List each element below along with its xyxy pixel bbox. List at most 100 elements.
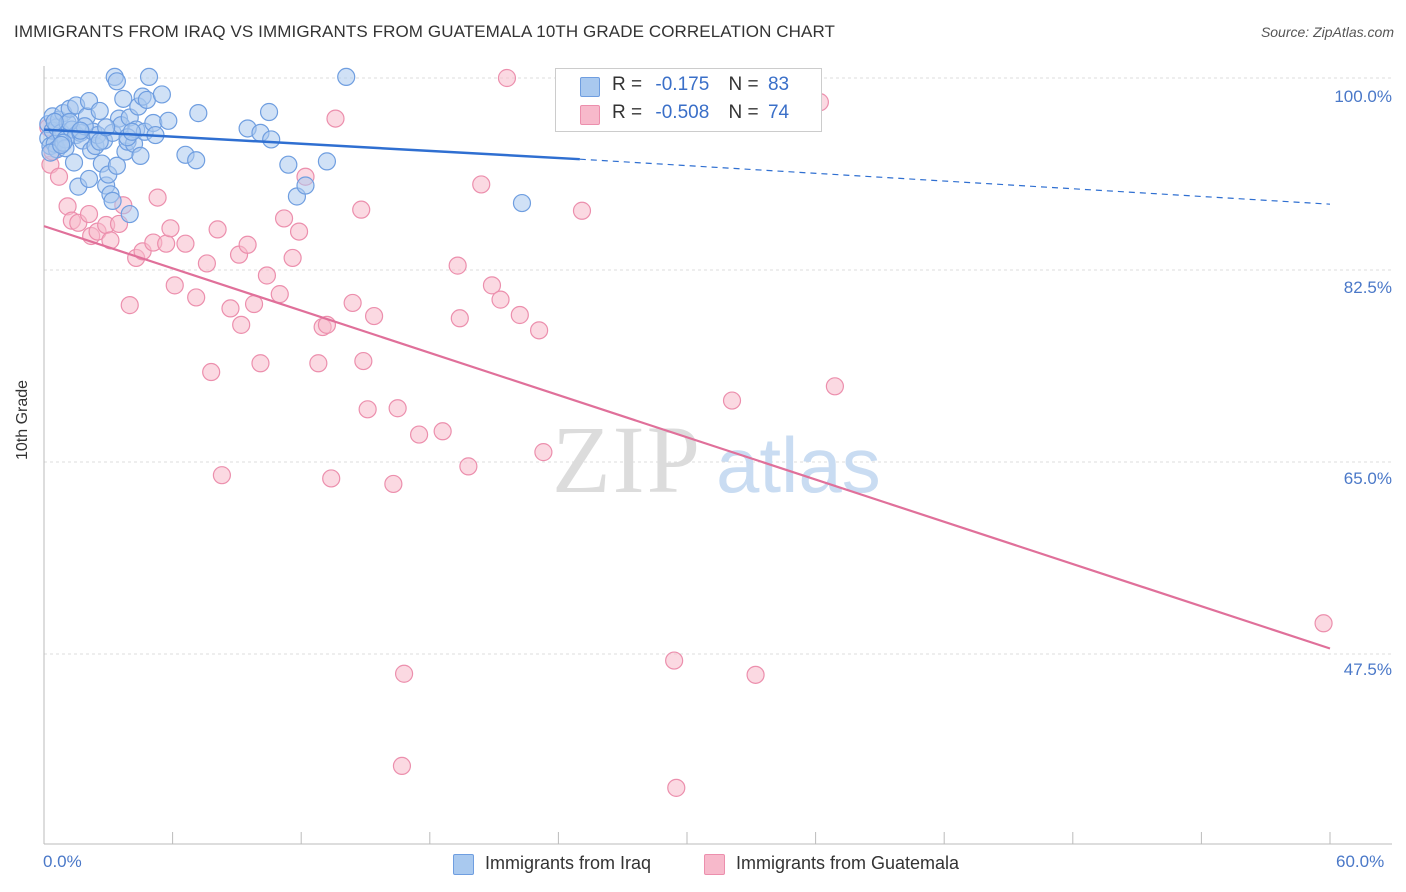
guatemala-point <box>497 68 517 88</box>
watermark: ZIP atlas <box>552 406 881 513</box>
legend-swatch-iraq <box>580 77 600 97</box>
guatemala-point <box>388 399 407 418</box>
guatemala-point <box>212 466 231 485</box>
guatemala-point <box>448 256 467 275</box>
guatemala-point <box>358 400 377 419</box>
guatemala-point <box>364 306 384 326</box>
legend-n-label: N = <box>728 102 759 123</box>
y-tick-82-5: 82.5% <box>1343 278 1392 297</box>
iraq-trend-extension <box>579 158 1331 205</box>
source-label: Source: ZipAtlas.com <box>1260 24 1394 40</box>
iraq-point <box>189 104 208 123</box>
guatemala-point <box>257 266 277 285</box>
iraq-point <box>512 193 532 213</box>
iraq-point <box>337 67 356 87</box>
guatemala-point <box>472 175 491 194</box>
guatemala-point <box>232 315 251 334</box>
guatemala-point <box>283 248 302 268</box>
guatemala-point <box>433 422 452 441</box>
iraq-point <box>64 153 84 172</box>
bottom-legend-label-guatemala: Immigrants from Guatemala <box>736 853 960 873</box>
iraq-point <box>317 152 337 171</box>
guatemala-point <box>187 288 206 307</box>
guatemala-point <box>530 321 549 340</box>
guatemala-point <box>392 756 412 776</box>
watermark-atlas: atlas <box>716 421 881 509</box>
guatemala-point <box>1314 614 1333 633</box>
legend-n-iraq: 83 <box>767 74 790 95</box>
iraq-point <box>262 130 281 149</box>
x-tick-max: 60.0% <box>1336 852 1385 871</box>
iraq-point <box>107 72 126 91</box>
legend-r-label: R = <box>612 74 643 95</box>
legend-r-label: R = <box>612 102 643 123</box>
guatemala-point <box>326 109 345 128</box>
guatemala-point <box>352 200 371 219</box>
legend-swatch-guatemala <box>580 105 600 125</box>
legend-r-guatemala: -0.508 <box>655 102 710 123</box>
legend-n-guatemala: 74 <box>767 102 790 123</box>
grid-lines <box>44 77 1392 655</box>
guatemala-point <box>394 664 414 683</box>
guatemala-point <box>409 425 429 444</box>
guatemala-point <box>157 234 176 253</box>
iraq-point <box>114 89 133 108</box>
guatemala-point <box>49 167 69 186</box>
iraq-point <box>279 155 298 174</box>
guatemala-point <box>322 469 341 488</box>
iraq-point <box>187 151 206 170</box>
iraq-point <box>296 176 315 195</box>
guatemala-point <box>384 474 403 494</box>
iraq-trend-line <box>43 128 580 161</box>
y-tick-100: 100.0% <box>1334 87 1392 106</box>
guatemala-point <box>165 276 184 295</box>
iraq-point <box>103 191 122 210</box>
guatemala-point <box>665 651 684 670</box>
guatemala-point <box>289 222 309 241</box>
guatemala-point <box>572 201 592 220</box>
guatemala-point <box>120 296 139 315</box>
bottom-legend-swatch-iraq <box>453 854 474 875</box>
guatemala-point <box>251 354 270 373</box>
y-tick-47-5: 47.5% <box>1343 660 1392 679</box>
guatemala-point <box>343 293 362 313</box>
watermark-zip: ZIP <box>552 406 702 513</box>
guatemala-point <box>722 391 742 410</box>
guatemala-point <box>79 204 99 224</box>
guatemala-point <box>450 309 469 328</box>
iraq-point <box>131 146 150 165</box>
bottom-legend-swatch-guatemala <box>704 854 725 875</box>
guatemala-point <box>148 188 167 207</box>
guatemala-point <box>221 299 240 318</box>
guatemala-point <box>510 305 529 325</box>
y-tick-65: 65.0% <box>1343 469 1392 488</box>
guatemala-point <box>459 457 478 476</box>
iraq-point <box>90 101 109 121</box>
guatemala-point <box>161 219 180 238</box>
iraq-point <box>107 156 126 175</box>
legend-r-iraq: -0.175 <box>655 74 710 95</box>
iraq-point <box>139 67 159 87</box>
guatemala-point <box>534 443 553 462</box>
legend-n-label: N = <box>728 74 759 95</box>
guatemala-point <box>202 362 221 382</box>
guatemala-point <box>197 254 216 273</box>
guatemala-points <box>39 68 1333 797</box>
guatemala-point <box>482 276 502 295</box>
iraq-point <box>159 111 178 130</box>
iraq-point <box>120 204 139 224</box>
guatemala-point <box>176 234 195 253</box>
guatemala-point <box>354 351 373 371</box>
guatemala-point <box>309 354 328 373</box>
iraq-point <box>259 102 279 122</box>
guatemala-point <box>825 377 844 396</box>
axes <box>43 66 1392 845</box>
chart-title: IMMIGRANTS FROM IRAQ VS IMMIGRANTS FROM … <box>14 22 836 41</box>
guatemala-point <box>274 209 294 228</box>
iraq-point <box>79 169 99 189</box>
iraq-point <box>152 85 171 104</box>
correlation-legend: R = -0.175 N = 83 R = -0.508 N = 74 <box>555 68 822 132</box>
guatemala-point <box>746 665 765 684</box>
iraq-point <box>45 112 64 131</box>
iraq-points <box>39 67 532 224</box>
